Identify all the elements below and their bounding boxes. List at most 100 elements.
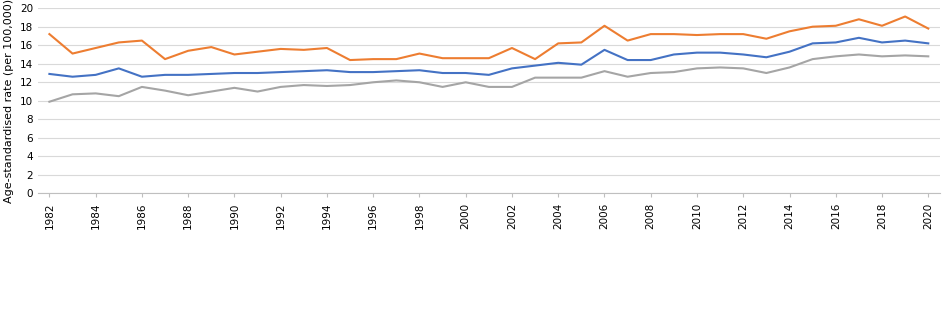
Males — [715, 32, 726, 36]
Persons — [298, 69, 310, 73]
Males — [853, 17, 865, 21]
Females — [922, 55, 934, 58]
Females — [853, 53, 865, 56]
Males — [900, 15, 911, 18]
Females — [391, 79, 402, 82]
Persons — [506, 66, 517, 70]
Females — [622, 75, 633, 79]
Persons — [598, 48, 610, 52]
Persons — [67, 75, 78, 79]
Persons — [807, 41, 818, 45]
Females — [252, 90, 263, 93]
Females — [598, 69, 610, 73]
Line: Females: Females — [49, 55, 928, 102]
Females — [530, 76, 541, 80]
Females — [437, 85, 448, 89]
Males — [530, 57, 541, 61]
Females — [552, 76, 564, 80]
Males — [830, 24, 841, 28]
Males — [345, 58, 356, 62]
Persons — [113, 66, 125, 70]
Persons — [691, 51, 702, 55]
Males — [43, 32, 55, 36]
Females — [761, 71, 772, 75]
Males — [622, 39, 633, 42]
Persons — [321, 68, 332, 72]
Persons — [761, 56, 772, 59]
Males — [67, 52, 78, 56]
Males — [552, 41, 564, 45]
Females — [275, 85, 286, 89]
Males — [182, 49, 194, 53]
Females — [206, 90, 217, 93]
Persons — [830, 41, 841, 44]
Males — [275, 47, 286, 51]
Females — [321, 84, 332, 88]
Persons — [437, 71, 448, 75]
Males — [367, 57, 379, 61]
Females — [367, 80, 379, 84]
Females — [460, 80, 471, 84]
Males — [668, 32, 680, 36]
Y-axis label: Age-standardised rate (per 100,000): Age-standardised rate (per 100,000) — [4, 0, 14, 203]
Persons — [784, 50, 795, 54]
Males — [876, 24, 887, 28]
Males — [645, 32, 656, 36]
Females — [345, 83, 356, 87]
Females — [298, 83, 310, 87]
Males — [506, 46, 517, 50]
Persons — [136, 75, 147, 79]
Males — [298, 48, 310, 52]
Persons — [206, 72, 217, 76]
Females — [784, 66, 795, 69]
Females — [576, 76, 587, 80]
Males — [784, 29, 795, 33]
Females — [228, 86, 240, 90]
Females — [830, 55, 841, 58]
Females — [67, 92, 78, 96]
Females — [876, 55, 887, 58]
Males — [391, 57, 402, 61]
Males — [136, 39, 147, 42]
Females — [668, 70, 680, 74]
Males — [922, 27, 934, 30]
Persons — [43, 72, 55, 76]
Persons — [737, 53, 749, 56]
Persons — [530, 64, 541, 67]
Persons — [90, 73, 101, 77]
Persons — [922, 41, 934, 45]
Persons — [228, 71, 240, 75]
Females — [807, 57, 818, 61]
Females — [43, 100, 55, 104]
Females — [691, 66, 702, 70]
Females — [900, 54, 911, 57]
Males — [737, 32, 749, 36]
Females — [715, 66, 726, 69]
Males — [321, 46, 332, 50]
Females — [136, 85, 147, 89]
Persons — [391, 69, 402, 73]
Males — [437, 56, 448, 60]
Females — [90, 91, 101, 95]
Males — [576, 41, 587, 44]
Persons — [645, 58, 656, 62]
Males — [206, 45, 217, 49]
Males — [252, 50, 263, 54]
Persons — [160, 73, 171, 77]
Persons — [622, 58, 633, 62]
Persons — [853, 36, 865, 40]
Persons — [252, 71, 263, 75]
Females — [160, 89, 171, 92]
Persons — [576, 63, 587, 66]
Line: Persons: Persons — [49, 38, 928, 77]
Males — [807, 25, 818, 29]
Persons — [460, 71, 471, 75]
Males — [483, 56, 495, 60]
Persons — [900, 39, 911, 42]
Persons — [483, 73, 495, 77]
Males — [761, 37, 772, 41]
Persons — [367, 70, 379, 74]
Persons — [876, 41, 887, 44]
Persons — [182, 73, 194, 77]
Females — [483, 85, 495, 89]
